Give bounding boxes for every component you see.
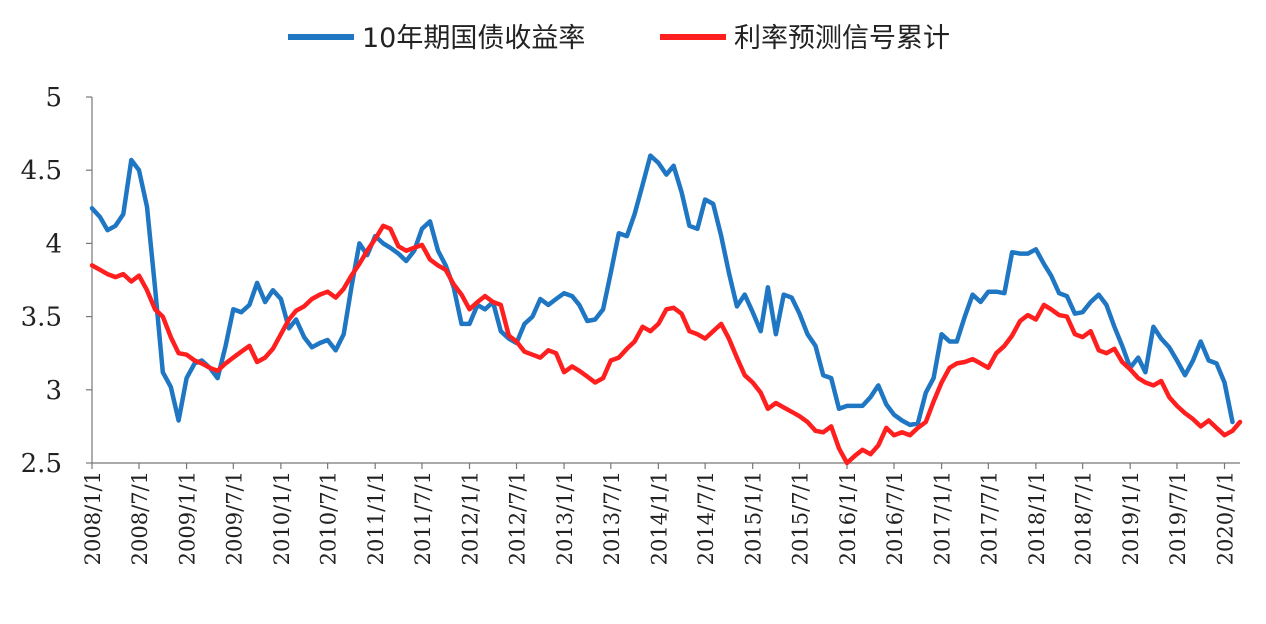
x-tick-label: 2019/7/1 (1166, 471, 1190, 565)
x-tick-label: 2008/1/1 (81, 471, 105, 565)
x-tick-label: 2011/7/1 (411, 471, 435, 565)
y-tick-label: 3 (45, 376, 62, 406)
x-tick-label: 2018/7/1 (1072, 471, 1096, 565)
y-axis: 2.5 3 3.5 4 4.5 5 (21, 83, 93, 479)
legend: 10年期国债收益率 利率预测信号累计 (288, 23, 950, 54)
x-tick-label: 2016/1/1 (836, 471, 860, 565)
series-line-0 (89, 153, 1235, 428)
x-tick-label: 2017/1/1 (931, 471, 955, 565)
x-tick-label: 2011/1/1 (364, 471, 388, 565)
x-tick-label: 2012/7/1 (506, 471, 530, 565)
x-tick-label: 2019/1/1 (1119, 471, 1143, 565)
x-tick-label: 2013/1/1 (553, 471, 577, 565)
x-tick-label: 2016/7/1 (883, 471, 907, 565)
legend-item-1: 利率预测信号累计 (660, 23, 950, 54)
series-layer (89, 153, 1243, 466)
x-tick-label: 2015/7/1 (788, 471, 812, 565)
x-tick-label: 2012/1/1 (458, 471, 482, 565)
y-tick-label: 4.5 (21, 156, 62, 186)
x-tick-label: 2014/1/1 (647, 471, 671, 565)
series-line-1 (89, 223, 1243, 466)
legend-label: 10年期国债收益率 (362, 23, 585, 54)
x-axis: 2008/1/1 2008/7/1 2009/1/1 2009/7/1 2010/1/1… (81, 462, 1240, 565)
x-tick-label: 2020/1/1 (1213, 471, 1237, 565)
x-tick-label: 2015/1/1 (742, 471, 766, 565)
y-tick-label: 3.5 (21, 303, 62, 333)
x-tick-label: 2014/7/1 (694, 471, 718, 565)
y-tick-label: 4 (45, 229, 62, 259)
x-tick-label: 2008/7/1 (128, 471, 152, 565)
y-tick-label: 5 (45, 83, 62, 113)
x-tick-label: 2009/7/1 (222, 471, 246, 565)
x-tick-label: 2013/7/1 (600, 471, 624, 565)
x-tick-label: 2009/1/1 (176, 471, 200, 565)
x-tick-label: 2010/7/1 (317, 471, 341, 565)
y-tick-label: 2.5 (21, 449, 62, 479)
x-tick-label: 2010/1/1 (270, 471, 294, 565)
legend-item-0: 10年期国债收益率 (288, 23, 585, 54)
x-tick-label: 2018/1/1 (1025, 471, 1049, 565)
legend-label: 利率预测信号累计 (734, 23, 950, 54)
x-tick-label: 2017/7/1 (977, 471, 1001, 565)
